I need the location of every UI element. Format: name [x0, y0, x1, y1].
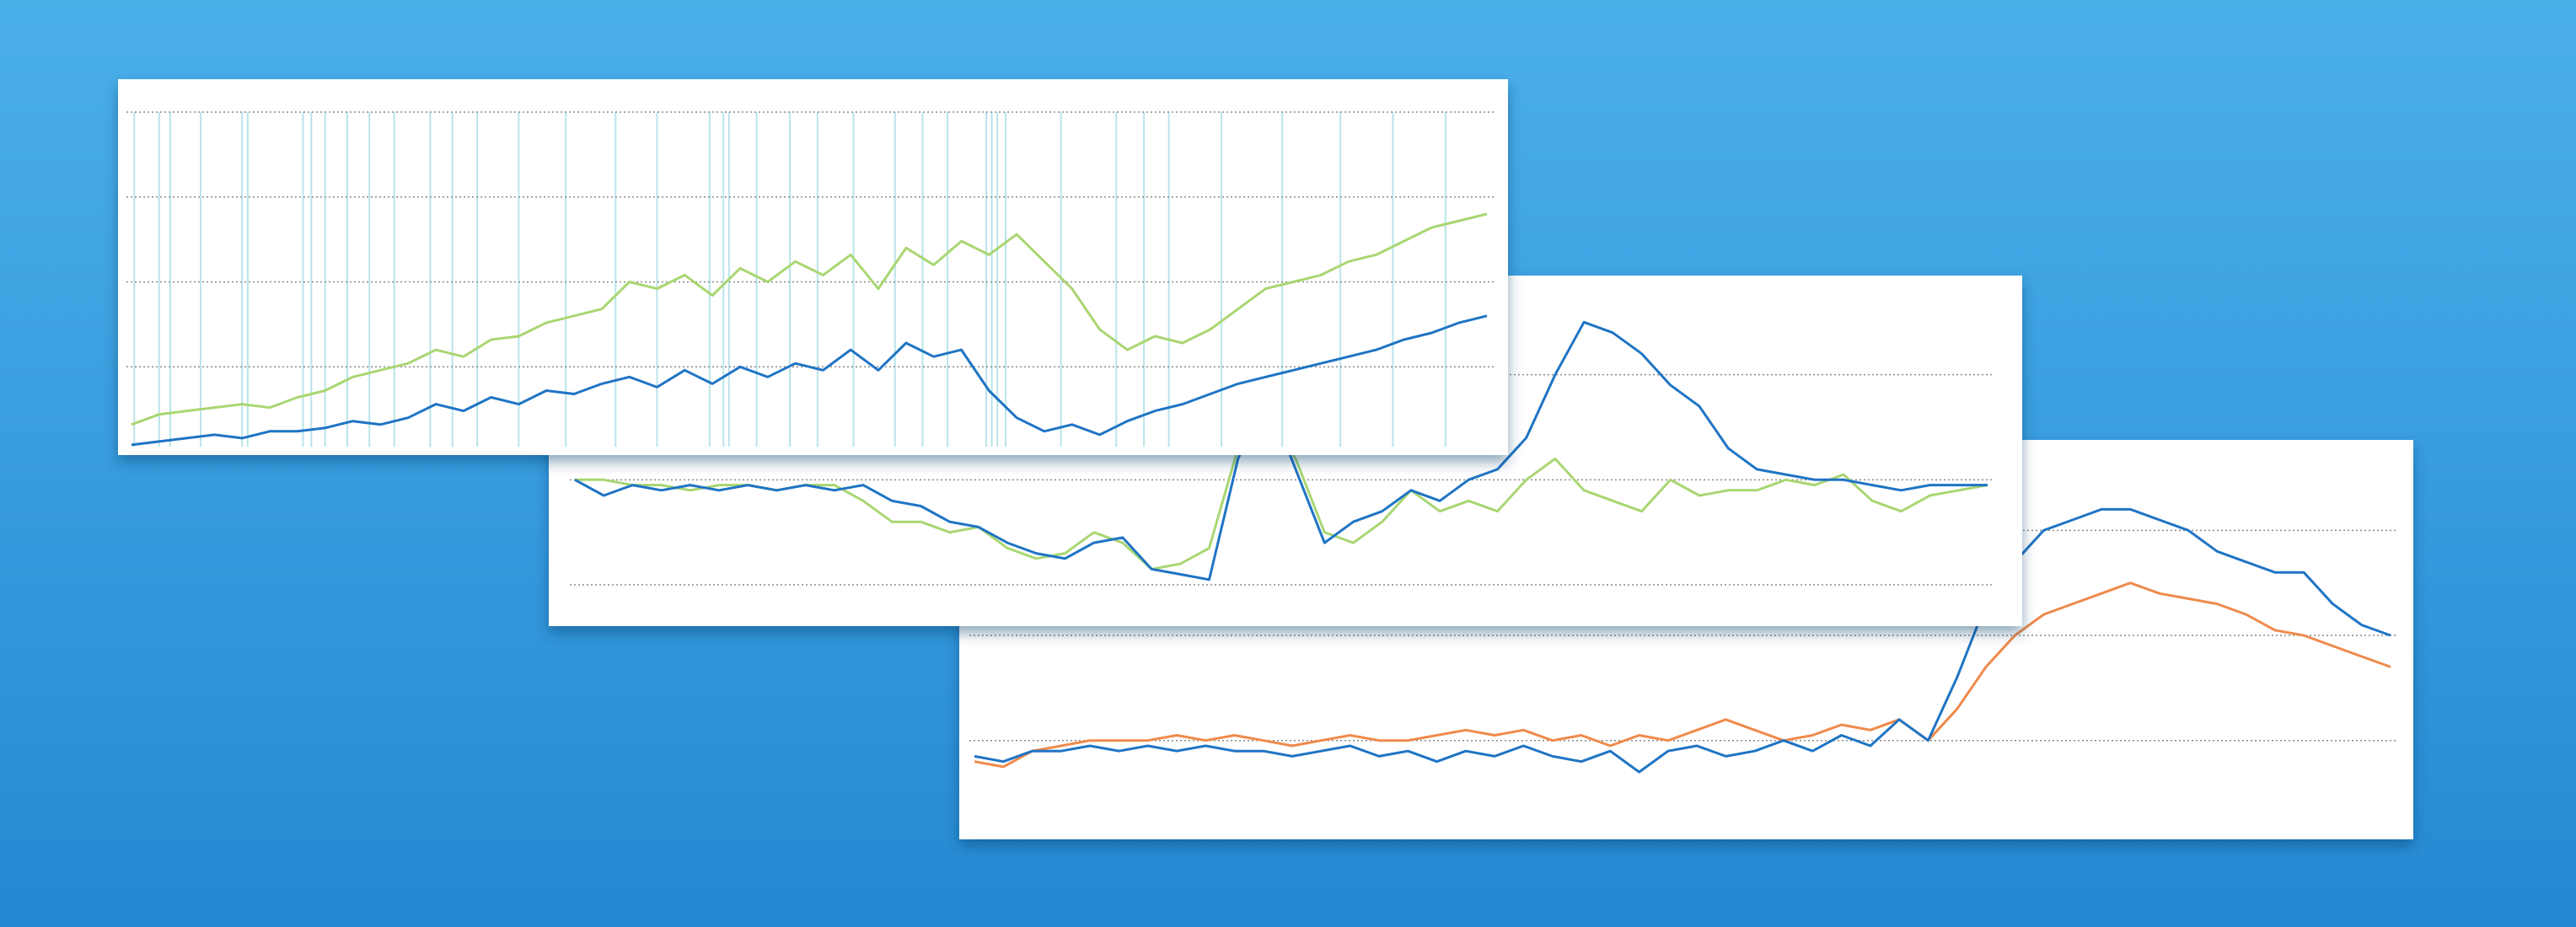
- line-series: [974, 507, 2391, 774]
- card: [118, 79, 1508, 455]
- line-series: [131, 314, 1488, 447]
- line-series: [974, 581, 2391, 769]
- line-series: [131, 212, 1488, 426]
- chart-card: [118, 79, 1508, 455]
